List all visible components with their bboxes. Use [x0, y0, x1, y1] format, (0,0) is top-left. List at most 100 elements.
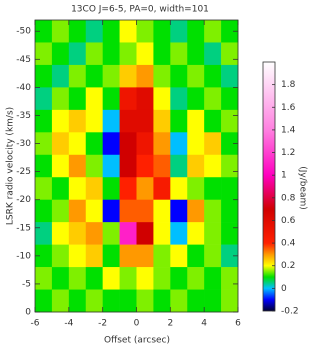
- heatmap-cell: [170, 155, 187, 178]
- colorbar-tick-label: 0: [281, 284, 287, 294]
- heatmap-cell: [120, 87, 137, 110]
- heatmap-cell: [153, 132, 170, 155]
- heatmap-cell: [120, 245, 137, 268]
- heatmap-cell: [137, 267, 154, 290]
- heatmap-cell: [153, 87, 170, 110]
- heatmap-cell: [187, 42, 204, 65]
- heatmap-cell: [187, 222, 204, 245]
- heatmap-cell: [103, 267, 120, 290]
- heatmap-cell: [170, 20, 187, 43]
- colorbar-tick-label: 1.8: [281, 80, 296, 90]
- heatmap-cell: [86, 267, 103, 290]
- heatmap-cell: [187, 267, 204, 290]
- x-tick-label: 0: [134, 319, 140, 329]
- heatmap-cell: [103, 110, 120, 133]
- heatmap-cell: [221, 200, 238, 223]
- heatmap-cell: [137, 245, 154, 268]
- colorbar-tick-label: 0.8: [281, 193, 296, 203]
- heatmap-cell: [52, 222, 69, 245]
- colorbar-tick-label: 0.2: [281, 261, 295, 271]
- heatmap-cell: [52, 87, 69, 110]
- heatmap-cell: [137, 177, 154, 200]
- heatmap-cell: [187, 290, 204, 313]
- heatmap-cell: [69, 222, 86, 245]
- heatmap-cell: [153, 200, 170, 223]
- colorbar-tick-label: 0.6: [281, 216, 296, 226]
- heatmap-cell: [35, 87, 52, 110]
- chart-title: 13CO J=6-5, PA=0, width=101: [71, 5, 209, 15]
- heatmap-cell: [69, 132, 86, 155]
- heatmap-cell: [187, 245, 204, 268]
- heatmap-cell: [69, 267, 86, 290]
- heatmap-cell: [153, 222, 170, 245]
- heatmap-cell: [187, 155, 204, 178]
- heatmap-cell: [35, 177, 52, 200]
- heatmap-cell: [52, 200, 69, 223]
- heatmap-cell: [86, 20, 103, 43]
- heatmap-cell: [35, 267, 52, 290]
- y-tick-label: -40: [16, 83, 31, 93]
- heatmap-cell: [103, 42, 120, 65]
- x-tick-label: 6: [235, 319, 241, 329]
- heatmap-cell: [35, 110, 52, 133]
- heatmap-cell: [137, 222, 154, 245]
- heatmap-cell: [204, 200, 221, 223]
- heatmap-cell: [153, 110, 170, 133]
- y-tick-label: -35: [16, 111, 31, 121]
- heatmap-cell: [137, 87, 154, 110]
- heatmap-cell: [120, 42, 137, 65]
- heatmap-cell: [204, 42, 221, 65]
- heatmap-cell: [153, 42, 170, 65]
- heatmap-cell: [153, 155, 170, 178]
- heatmap-cell: [120, 20, 137, 43]
- heatmap-cell: [187, 87, 204, 110]
- heatmap-cell: [221, 222, 238, 245]
- x-tick-label: 4: [201, 319, 207, 329]
- heatmap-cell: [103, 20, 120, 43]
- heatmap-cell: [120, 65, 137, 88]
- heatmap-cell: [103, 155, 120, 178]
- heatmap-cell: [35, 200, 52, 223]
- heatmap-cell: [86, 65, 103, 88]
- heatmap-cell: [69, 290, 86, 313]
- heatmap-cell: [120, 290, 137, 313]
- heatmap-cell: [221, 87, 238, 110]
- heatmap-cell: [52, 65, 69, 88]
- heatmap-cell: [52, 267, 69, 290]
- heatmap-cell: [221, 155, 238, 178]
- heatmap-cell: [120, 177, 137, 200]
- heatmap-cell: [35, 42, 52, 65]
- y-tick-label: -25: [16, 167, 31, 177]
- heatmap-cell: [120, 132, 137, 155]
- heatmap-cell: [69, 177, 86, 200]
- heatmap-cell: [153, 245, 170, 268]
- heatmap-cell: [69, 87, 86, 110]
- heatmap-cell: [52, 245, 69, 268]
- heatmap-cell: [69, 42, 86, 65]
- heatmap-cell: [187, 177, 204, 200]
- y-tick-label: -20: [16, 195, 31, 205]
- heatmap-cell: [204, 87, 221, 110]
- heatmap-cell: [69, 245, 86, 268]
- heatmap-cell: [221, 267, 238, 290]
- heatmap-cell: [221, 65, 238, 88]
- heatmap-cell: [170, 132, 187, 155]
- heatmap-cell: [120, 110, 137, 133]
- heatmap-cell: [187, 200, 204, 223]
- heatmap-cell: [170, 65, 187, 88]
- heatmap-cell: [86, 132, 103, 155]
- heatmap-cell: [187, 20, 204, 43]
- heatmap-cell: [86, 200, 103, 223]
- heatmap-cell: [187, 110, 204, 133]
- heatmap-cell: [137, 290, 154, 313]
- heatmap-cell: [86, 245, 103, 268]
- heatmap-cell: [86, 177, 103, 200]
- heatmap-cell: [52, 290, 69, 313]
- heatmap-cell: [120, 267, 137, 290]
- y-tick-label: -45: [16, 55, 31, 65]
- x-axis-label: Offset (arcsec): [104, 336, 170, 346]
- heatmap-cell: [187, 65, 204, 88]
- heatmap-cell: [170, 42, 187, 65]
- heatmap-cell: [52, 42, 69, 65]
- heatmap-cell: [187, 132, 204, 155]
